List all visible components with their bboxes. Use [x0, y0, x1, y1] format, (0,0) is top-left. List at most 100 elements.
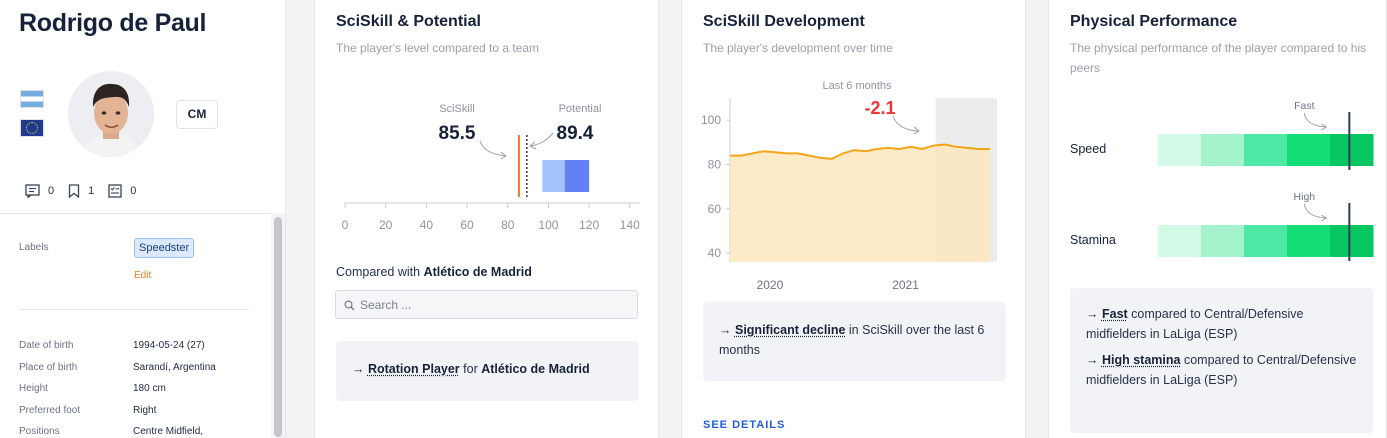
physical-info-box: → Fast compared to Central/Defensive mid…: [1070, 288, 1373, 433]
callout-arrow: [893, 116, 919, 134]
divider: [19, 309, 249, 310]
arrow-right-icon: →: [719, 323, 732, 337]
bookmarks-count: 1: [88, 185, 94, 197]
highlight-label: Last 6 months: [822, 80, 892, 92]
labels-title: Labels: [19, 242, 48, 253]
detail-value: 1994-05-24 (27): [133, 340, 205, 351]
insight1-bold[interactable]: Fast: [1102, 307, 1128, 321]
search-icon: [344, 300, 355, 311]
marker-label: Fast: [1294, 100, 1315, 112]
x-tick-label: 140: [620, 218, 640, 232]
label-tag-speedster[interactable]: Speedster: [134, 238, 194, 258]
sciskill-value: 85.5: [439, 123, 476, 144]
notes-count: 0: [130, 185, 136, 197]
sciskill-development-card: SciSkill Development The player's develo…: [681, 0, 1026, 438]
team-search-input[interactable]: Search ...: [335, 290, 638, 319]
arrow-right-icon: →: [1086, 353, 1099, 367]
avatar: [68, 71, 154, 157]
callout-arrow: [1304, 204, 1326, 221]
scale-segment: [1201, 225, 1245, 257]
role-mid: for: [463, 362, 478, 376]
delta-value: -2.1: [864, 98, 895, 118]
x-tick-label: 40: [420, 218, 434, 232]
x-tick-label: 60: [460, 218, 474, 232]
x-tick-label: 2020: [757, 278, 784, 292]
comments-counter[interactable]: 0: [25, 184, 54, 198]
argentina-flag-icon: [20, 90, 44, 108]
player-profile-panel: Rodrigo de Paul CM 0 1 0 Labels: [0, 0, 286, 438]
scale-segment: [1287, 225, 1331, 257]
development-chart: 40 60 80 100 2020 2021 Last 6 months -2.1: [682, 70, 1027, 300]
detail-value: Centre Midfield,: [133, 426, 203, 437]
role-info-box: → Rotation Player for Atlético de Madrid: [336, 341, 639, 401]
compared-prefix: Compared with: [336, 265, 420, 279]
detail-value: 180 cm: [133, 383, 166, 394]
detail-label: Height: [19, 383, 48, 394]
development-info-box: → Significant decline in SciSkill over t…: [703, 302, 1006, 381]
comment-icon: [25, 184, 40, 198]
eu-flag-icon: [20, 119, 44, 137]
detail-label: Place of birth: [19, 362, 77, 373]
scale-segment: [1244, 134, 1288, 166]
x-tick-label: 20: [379, 218, 393, 232]
skill-area: [730, 145, 990, 263]
detail-value: Sarandí, Argentina: [133, 362, 216, 373]
search-placeholder: Search ...: [360, 298, 411, 312]
player-name: Rodrigo de Paul: [19, 9, 206, 38]
card-title: SciSkill & Potential: [336, 13, 481, 31]
team-level-band: [542, 160, 564, 192]
detail-label: Positions: [19, 426, 60, 437]
sciskill-potential-card: SciSkill & Potential The player's level …: [314, 0, 659, 438]
scale-segment: [1158, 225, 1202, 257]
y-tick-label: 80: [708, 157, 722, 171]
scrollbar-thumb[interactable]: [274, 217, 282, 437]
card-subtitle: The physical performance of the player c…: [1070, 38, 1370, 78]
arrow-right-icon: →: [1086, 307, 1099, 321]
detail-label: Date of birth: [19, 340, 73, 351]
x-tick-label: 2021: [892, 278, 919, 292]
scale-segment: [1330, 134, 1374, 166]
x-tick-label: 80: [501, 218, 515, 232]
role-label[interactable]: Rotation Player: [368, 362, 460, 376]
callout-arrow: [480, 141, 506, 159]
scale-segment: [1287, 134, 1331, 166]
notes-counter[interactable]: 0: [108, 184, 136, 198]
physical-bars: Fast High: [1049, 95, 1387, 275]
card-subtitle: The player's development over time: [703, 38, 893, 58]
y-tick-label: 40: [708, 246, 722, 260]
details-scrollbar[interactable]: [271, 213, 285, 438]
compared-team: Atlético de Madrid: [424, 265, 532, 279]
x-tick-label: 120: [579, 218, 599, 232]
bookmark-icon: [68, 184, 80, 198]
compared-with: Compared with Atlético de Madrid: [336, 265, 532, 279]
activity-counters: 0 1 0: [25, 184, 150, 198]
insight-bold[interactable]: Significant decline: [735, 323, 845, 337]
scale-segment: [1244, 225, 1288, 257]
physical-performance-card: Physical Performance The physical perfor…: [1048, 0, 1387, 438]
potential-label: Potential: [559, 103, 602, 115]
callout-arrow: [530, 133, 553, 149]
y-tick-label: 60: [708, 202, 722, 216]
card-title: Physical Performance: [1070, 13, 1237, 31]
callout-arrow: [1304, 113, 1326, 130]
bookmarks-counter[interactable]: 1: [68, 184, 94, 198]
physical-insight-1: → Fast compared to Central/Defensive mid…: [1086, 304, 1357, 344]
y-tick-label: 100: [701, 113, 721, 127]
card-title: SciSkill Development: [703, 13, 865, 31]
arrow-right-icon: →: [352, 362, 365, 376]
role-team: Atlético de Madrid: [481, 362, 589, 376]
x-tick-label: 0: [342, 218, 349, 232]
sciskill-label: SciSkill: [439, 103, 474, 115]
checklist-icon: [108, 184, 122, 198]
edit-labels-link[interactable]: Edit: [134, 270, 151, 281]
scale-segment: [1201, 134, 1245, 166]
detail-label: Preferred foot: [19, 405, 80, 416]
sciskill-chart: 0 20 40 60 80 100 120 140 SciSkill 85.5 Potential 8…: [315, 88, 660, 238]
insight2-bold[interactable]: High stamina: [1102, 353, 1181, 367]
position-badge[interactable]: CM: [176, 100, 218, 129]
see-details-link[interactable]: SEE DETAILS: [703, 419, 785, 431]
scale-segment: [1330, 225, 1374, 257]
scale-segment: [1158, 134, 1202, 166]
detail-value: Right: [133, 405, 156, 416]
card-subtitle: The player's level compared to a team: [336, 38, 539, 58]
